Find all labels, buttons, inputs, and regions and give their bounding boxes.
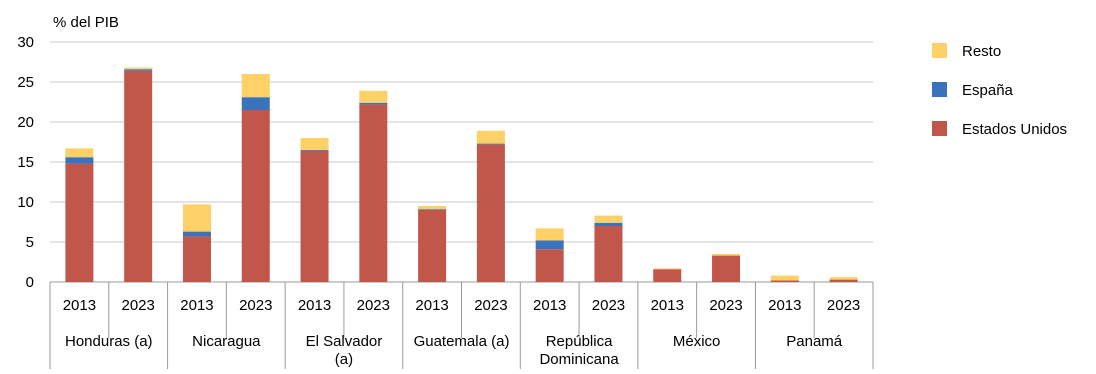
x-group-label: Nicaragua <box>192 333 261 350</box>
x-tick-label-year: 2013 <box>298 297 331 314</box>
bar-segment-espana <box>300 150 329 151</box>
bar-segment-estados-unidos <box>712 255 741 282</box>
bar-segment-espana <box>65 157 94 164</box>
bar-segment-espana <box>476 143 505 145</box>
legend-label: España <box>962 82 1014 99</box>
x-group-label: El Salvador <box>306 333 383 350</box>
bar-segment-estados-unidos <box>594 226 623 282</box>
x-tick-label-year: 2023 <box>474 297 507 314</box>
legend-swatch <box>932 43 947 58</box>
bar-segment-resto <box>653 268 682 270</box>
y-tick-label: 15 <box>17 154 34 171</box>
y-tick-label: 0 <box>26 274 34 291</box>
bar-segment-espana <box>241 97 270 110</box>
bar-segment-estados-unidos <box>476 144 505 282</box>
bar-segment-resto <box>182 204 211 232</box>
bar-segment-resto <box>770 275 799 281</box>
bar-segment-espana <box>535 240 564 250</box>
x-tick-label-year: 2023 <box>592 297 625 314</box>
bar-segment-resto <box>594 215 623 223</box>
x-tick-label-year: 2023 <box>709 297 742 314</box>
bar-segment-espana <box>359 102 388 105</box>
bar-segment-resto <box>300 138 329 150</box>
bar-segment-resto <box>124 67 153 70</box>
x-tick-label-year: 2013 <box>533 297 566 314</box>
bar-segment-espana <box>418 209 447 210</box>
x-tick-label-year: 2023 <box>239 297 272 314</box>
bar-segment-estados-unidos <box>359 104 388 283</box>
x-group-label: República <box>546 333 613 350</box>
y-tick-label: 10 <box>17 194 34 211</box>
bar-segment-resto <box>476 130 505 144</box>
bar-segment-resto <box>241 74 270 98</box>
legend-swatch <box>932 82 947 97</box>
x-tick-label-year: 2013 <box>415 297 448 314</box>
bar-segment-resto <box>65 148 94 158</box>
bar-segment-estados-unidos <box>241 110 270 282</box>
x-group-label: México <box>673 333 721 350</box>
y-tick-label: 5 <box>26 234 34 251</box>
bar-segment-resto <box>535 228 564 241</box>
x-tick-label-year: 2023 <box>827 297 860 314</box>
bar-segment-resto <box>418 206 447 210</box>
y-tick-label: 25 <box>17 74 34 91</box>
x-group-label: Panamá <box>786 333 843 350</box>
bar-segment-estados-unidos <box>829 279 858 282</box>
bar-segment-estados-unidos <box>300 150 329 282</box>
bar-segment-estados-unidos <box>124 70 153 282</box>
x-tick-label-year: 2013 <box>180 297 213 314</box>
x-tick-label-year: 2013 <box>768 297 801 314</box>
legend-swatch <box>932 121 947 136</box>
y-tick-label: 20 <box>17 114 34 131</box>
x-group-label: (a) <box>335 351 353 368</box>
bar-segment-estados-unidos <box>653 269 682 282</box>
x-tick-label-year: 2013 <box>651 297 684 314</box>
bar-segment-resto <box>359 90 388 103</box>
x-tick-label-year: 2023 <box>357 297 390 314</box>
x-tick-label-year: 2023 <box>121 297 154 314</box>
bar-segment-espana <box>124 69 153 71</box>
x-group-label: Guatemala (a) <box>414 333 510 350</box>
bar-segment-resto <box>829 277 858 280</box>
x-group-label: Dominicana <box>539 351 619 368</box>
legend-label: Estados Unidos <box>962 121 1067 138</box>
bar-segment-espana <box>182 231 211 237</box>
bar-segment-estados-unidos <box>418 210 447 282</box>
bar-segment-estados-unidos <box>770 280 799 282</box>
bar-segment-espana <box>594 222 623 226</box>
x-group-label: Honduras (a) <box>65 333 153 350</box>
y-tick-label: 30 <box>17 34 34 51</box>
x-tick-label-year: 2013 <box>63 297 96 314</box>
y-axis-label: % del PIB <box>53 14 119 31</box>
bar-segment-resto <box>712 254 741 256</box>
bar-segment-estados-unidos <box>535 249 564 282</box>
bar-segment-estados-unidos <box>65 163 94 282</box>
bar-segment-estados-unidos <box>182 236 211 282</box>
legend-label: Resto <box>962 43 1001 60</box>
